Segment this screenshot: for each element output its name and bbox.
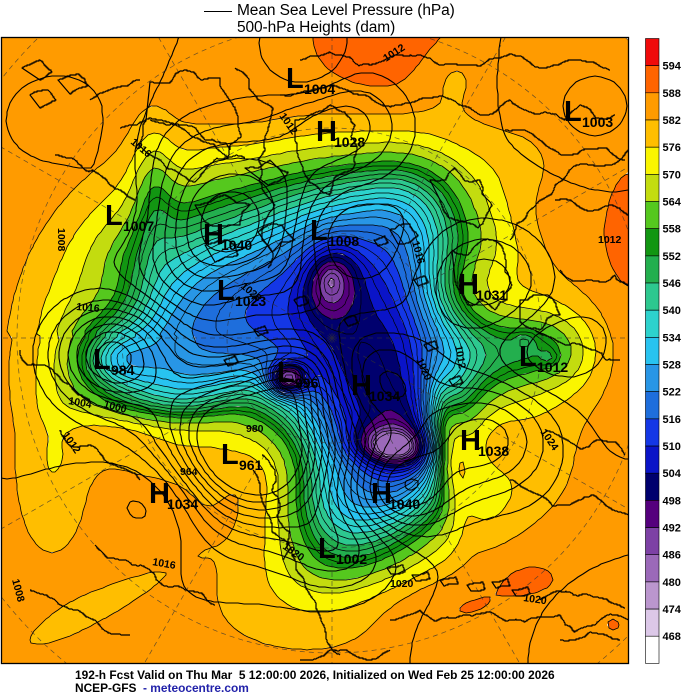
svg-text:1031: 1031: [476, 287, 507, 303]
svg-text:576: 576: [663, 142, 681, 154]
svg-text:1002: 1002: [336, 551, 367, 567]
svg-text:H: H: [458, 269, 478, 301]
svg-text:504: 504: [663, 468, 681, 480]
svg-text:1008: 1008: [55, 228, 67, 252]
svg-text:984: 984: [111, 362, 135, 378]
svg-text:1012: 1012: [537, 359, 568, 375]
svg-text:980: 980: [246, 423, 264, 435]
svg-text:H: H: [371, 478, 391, 510]
svg-text:H: H: [316, 116, 336, 148]
svg-text:L: L: [286, 63, 303, 95]
svg-text:L: L: [221, 439, 238, 471]
svg-text:1007: 1007: [123, 218, 154, 234]
svg-text:582: 582: [663, 115, 681, 127]
svg-text:1004: 1004: [304, 81, 335, 97]
svg-text:516: 516: [663, 414, 681, 426]
svg-text:1003: 1003: [582, 114, 613, 130]
svg-text:540: 540: [663, 305, 681, 317]
svg-text:480: 480: [663, 577, 681, 589]
svg-text:1020: 1020: [390, 578, 414, 590]
svg-text:1012: 1012: [452, 344, 468, 369]
svg-text:1020: 1020: [523, 592, 548, 607]
svg-text:L: L: [277, 357, 294, 389]
svg-text:H: H: [203, 219, 223, 251]
svg-text:1040: 1040: [221, 237, 252, 253]
svg-text:594: 594: [663, 61, 681, 73]
svg-text:L: L: [93, 344, 110, 376]
svg-text:1028: 1028: [334, 134, 365, 150]
svg-text:546: 546: [663, 278, 681, 290]
svg-text:1012: 1012: [598, 234, 622, 246]
svg-text:1000: 1000: [102, 398, 128, 416]
svg-text:552: 552: [663, 251, 681, 263]
svg-text:L: L: [564, 96, 581, 128]
svg-text:492: 492: [663, 523, 681, 535]
svg-text:1023: 1023: [235, 293, 266, 309]
svg-text:L: L: [310, 215, 327, 247]
svg-text:1004: 1004: [67, 395, 92, 411]
svg-text:964: 964: [180, 466, 198, 478]
svg-text:1038: 1038: [478, 443, 509, 459]
svg-text:1034: 1034: [167, 496, 198, 512]
svg-text:498: 498: [663, 495, 681, 507]
svg-text:528: 528: [663, 360, 681, 372]
svg-text:L: L: [519, 341, 536, 373]
svg-text:1008: 1008: [9, 578, 27, 604]
svg-text:L: L: [105, 200, 122, 232]
svg-text:1016: 1016: [76, 301, 100, 315]
svg-text:486: 486: [663, 550, 681, 562]
svg-text:564: 564: [663, 197, 681, 209]
svg-text:1016: 1016: [409, 240, 427, 266]
svg-text:534: 534: [663, 332, 681, 344]
svg-text:H: H: [149, 478, 169, 510]
svg-text:570: 570: [663, 169, 681, 181]
svg-text:468: 468: [663, 631, 681, 643]
svg-text:588: 588: [663, 88, 681, 100]
svg-text:H: H: [351, 370, 371, 402]
svg-text:558: 558: [663, 224, 681, 236]
svg-text:H: H: [460, 425, 480, 457]
svg-text:961: 961: [239, 457, 263, 473]
svg-text:1034: 1034: [369, 388, 400, 404]
svg-text:510: 510: [663, 441, 681, 453]
svg-text:1040: 1040: [389, 496, 420, 512]
svg-text:1008: 1008: [328, 233, 359, 249]
svg-text:522: 522: [663, 387, 681, 399]
svg-text:474: 474: [663, 604, 681, 616]
svg-text:L: L: [318, 533, 335, 565]
svg-text:996: 996: [295, 375, 319, 391]
svg-text:1016: 1016: [151, 556, 176, 572]
svg-text:L: L: [217, 275, 234, 307]
